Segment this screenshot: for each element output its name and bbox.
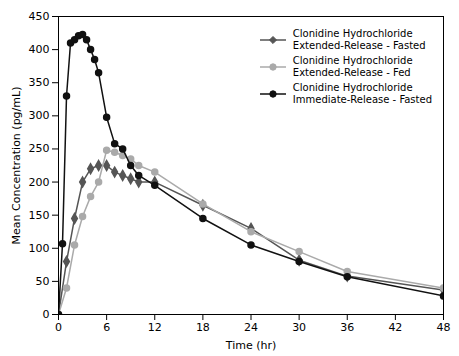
svg-text:6: 6 bbox=[103, 321, 110, 334]
svg-text:450: 450 bbox=[29, 10, 50, 23]
svg-text:36: 36 bbox=[340, 321, 354, 334]
svg-text:24: 24 bbox=[244, 321, 258, 334]
svg-text:Time (hr): Time (hr) bbox=[225, 339, 277, 352]
svg-text:50: 50 bbox=[36, 275, 50, 288]
svg-text:100: 100 bbox=[29, 242, 50, 255]
svg-text:200: 200 bbox=[29, 176, 50, 189]
svg-text:300: 300 bbox=[29, 109, 50, 122]
html-text:Clonidine Hydrochloride Extend: Clonidine Hydrochloride Extended-Release… bbox=[292, 28, 426, 51]
svg-text:0: 0 bbox=[55, 321, 62, 334]
svg-text:400: 400 bbox=[29, 43, 50, 56]
svg-text:30: 30 bbox=[292, 321, 306, 334]
svg-text:48: 48 bbox=[437, 321, 451, 334]
html-text:Clonidine Hydrochloride Extend: Clonidine Hydrochloride Extended-Release… bbox=[292, 55, 413, 78]
svg-text:Mean Concentration (pg/mL): Mean Concentration (pg/mL) bbox=[10, 87, 23, 245]
svg-text:42: 42 bbox=[388, 321, 402, 334]
svg-text:250: 250 bbox=[29, 142, 50, 155]
svg-text:0: 0 bbox=[43, 308, 50, 321]
svg-text:18: 18 bbox=[196, 321, 210, 334]
html-text:Clonidine Hydrochloride Immedi: Clonidine Hydrochloride Immediate-Releas… bbox=[292, 82, 432, 105]
svg-text:350: 350 bbox=[29, 76, 50, 89]
svg-text:12: 12 bbox=[148, 321, 162, 334]
svg-text:150: 150 bbox=[29, 209, 50, 222]
